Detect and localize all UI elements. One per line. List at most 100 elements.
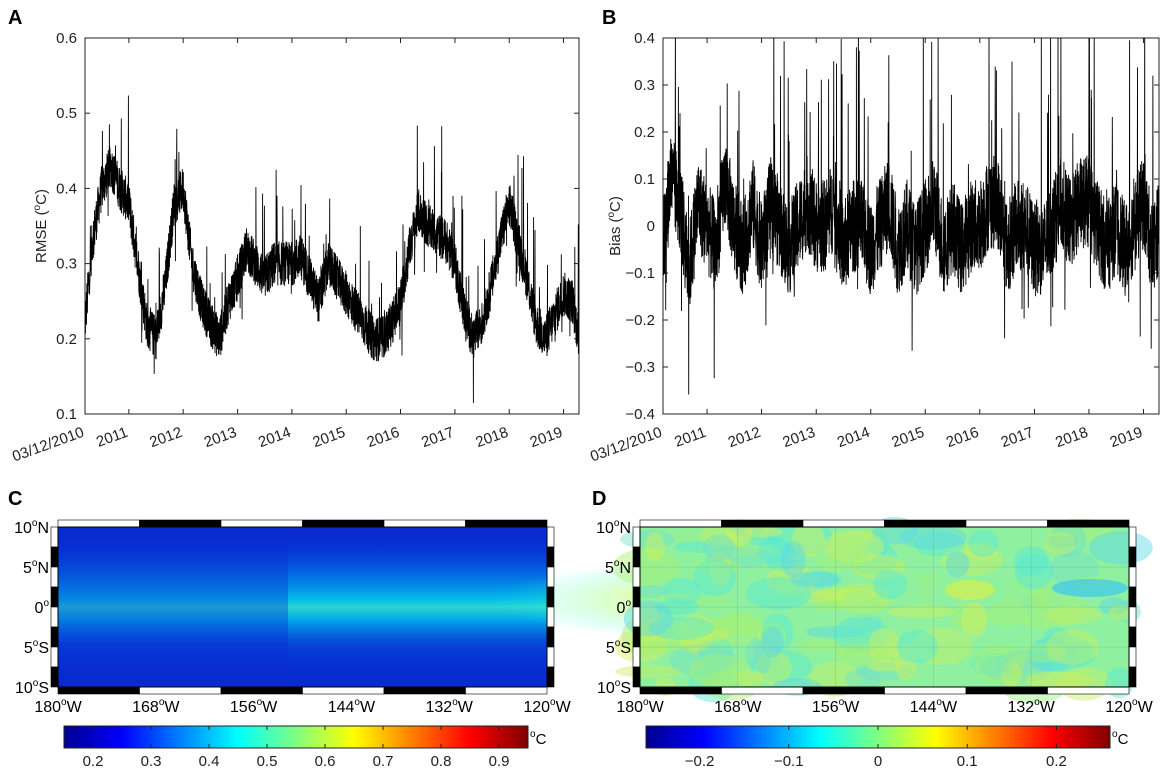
map-frame-bottom — [1047, 686, 1130, 695]
bias-map-patch — [1057, 591, 1083, 626]
map-c-western-fade — [58, 527, 288, 687]
y-tick-label: 0.4 — [56, 180, 77, 197]
bias-map-patch — [750, 650, 813, 683]
bias-map-patch — [1108, 605, 1134, 620]
map-frame-top — [721, 519, 804, 528]
longitude-label: 156oW — [230, 697, 278, 716]
y-tick-label: 0.3 — [56, 256, 77, 273]
map-frame-left — [632, 626, 641, 648]
bias-map-patch — [702, 534, 736, 561]
bias-map-patch — [1088, 531, 1153, 565]
x-tick-label: 2019 — [528, 424, 565, 451]
bias-map-patch — [1044, 626, 1070, 644]
map-frame-right — [546, 546, 555, 568]
x-tick-label: 2016 — [944, 424, 981, 451]
x-tick-label: 2011 — [94, 424, 130, 451]
latitude-label: 10oS — [15, 678, 49, 697]
x-tick-label: 2019 — [1108, 424, 1145, 451]
map-frame-bottom — [884, 686, 967, 695]
longitude-label: 132oW — [1008, 697, 1056, 716]
bias-map-patch — [839, 535, 867, 571]
map-frame-right — [1128, 586, 1137, 608]
y-tick-label: 0.1 — [634, 171, 655, 188]
bias-map-patch — [698, 636, 733, 671]
colorbar-tick-label: 0.8 — [431, 753, 452, 770]
map-frame-right — [546, 646, 555, 668]
x-tick-label: 2016 — [365, 424, 402, 451]
bias-map-patch — [677, 614, 715, 652]
map-frame-bottom — [802, 686, 885, 695]
map-frame-right — [1128, 546, 1137, 568]
map-frame-top — [639, 519, 722, 528]
map-frame-bottom — [465, 686, 548, 695]
bias-map-patch — [836, 583, 890, 614]
colorbar-tick-label: 0.5 — [257, 753, 278, 770]
colorbar-tick-label: 0.1 — [957, 753, 978, 770]
map-frame-left — [632, 646, 641, 668]
bias-map-patch — [621, 617, 662, 655]
bias-map-patch — [816, 551, 848, 573]
map-frame-right — [546, 586, 555, 608]
x-tick-label: 2017 — [999, 424, 1036, 451]
bias-map-patch — [1025, 671, 1093, 690]
map-border — [639, 526, 1130, 688]
bias-map-patch — [693, 559, 737, 597]
panel-letter-a: A — [8, 7, 22, 29]
bias-map-patch — [1019, 642, 1066, 663]
bias-map-patch — [915, 571, 942, 588]
map-frame-left — [50, 626, 59, 648]
longitude-label: 180oW — [34, 697, 82, 716]
map-frame-bottom — [721, 686, 804, 695]
latitude-label: 5oS — [606, 638, 631, 657]
bias-map-patch — [1056, 666, 1112, 701]
bias-map-patch — [1043, 532, 1076, 555]
colorbar-tick-label: 0.4 — [199, 753, 220, 770]
bias-map-patch — [1050, 521, 1087, 558]
bias-map-patch — [896, 629, 939, 664]
bias-map-patch — [637, 604, 661, 642]
bias-map-patch — [708, 551, 732, 587]
bias-map-patch — [848, 541, 898, 575]
map-frame-left — [50, 646, 59, 668]
bias-map-patch — [741, 532, 780, 546]
map-frame-bottom — [302, 686, 385, 695]
bias-map-patch — [615, 629, 667, 663]
y-tick-label: −0.2 — [625, 312, 655, 329]
bias-map-patch — [635, 618, 692, 641]
bias-map-patch — [966, 542, 998, 560]
bias-map-patch — [687, 628, 731, 642]
bias-map-patch — [822, 530, 885, 563]
bias-map-patch — [1003, 576, 1061, 612]
y-tick-label: 0.4 — [634, 30, 655, 47]
bias-map-patch — [847, 612, 883, 633]
map-frame-right — [1128, 646, 1137, 668]
bias-map-patch — [791, 571, 840, 589]
bias-map-patch — [1044, 535, 1078, 548]
y-tick-label: −0.1 — [625, 265, 655, 282]
bias-map-patch — [945, 551, 970, 577]
bias-map-patch — [916, 573, 935, 607]
bias-map-patch — [662, 577, 702, 606]
longitude-label: 168oW — [714, 697, 762, 716]
latitude-label: 5oS — [24, 638, 49, 657]
bias-map-patch — [648, 616, 715, 640]
map-frame-bottom — [220, 686, 303, 695]
map-frame-top — [220, 519, 303, 528]
bias-map-patch — [1020, 611, 1078, 630]
bias-map-patch — [798, 571, 843, 587]
bias-map-patch — [707, 543, 763, 557]
colorbar-tick-label: 0 — [874, 753, 882, 770]
bias-map-patch — [869, 531, 890, 558]
bias-map-patch — [1049, 551, 1100, 588]
bias-map-patch — [994, 649, 1054, 683]
bias-map-patch — [860, 528, 897, 539]
bias-map-patch — [630, 635, 675, 653]
y-tick-label: 0.6 — [56, 30, 77, 47]
longitude-label: 144oW — [328, 697, 376, 716]
bias-map-patch — [960, 602, 988, 638]
map-frame-left — [632, 586, 641, 608]
panel-a-rmse: 0.1 0.2 0.3 0.4 0.5 0.6 03/12/2010 2011 2012 201… — [10, 30, 580, 466]
bias-map-patch — [1099, 597, 1129, 616]
x-tick-label: 03/12/2010 — [10, 424, 86, 466]
bias-map-patch — [780, 541, 806, 578]
